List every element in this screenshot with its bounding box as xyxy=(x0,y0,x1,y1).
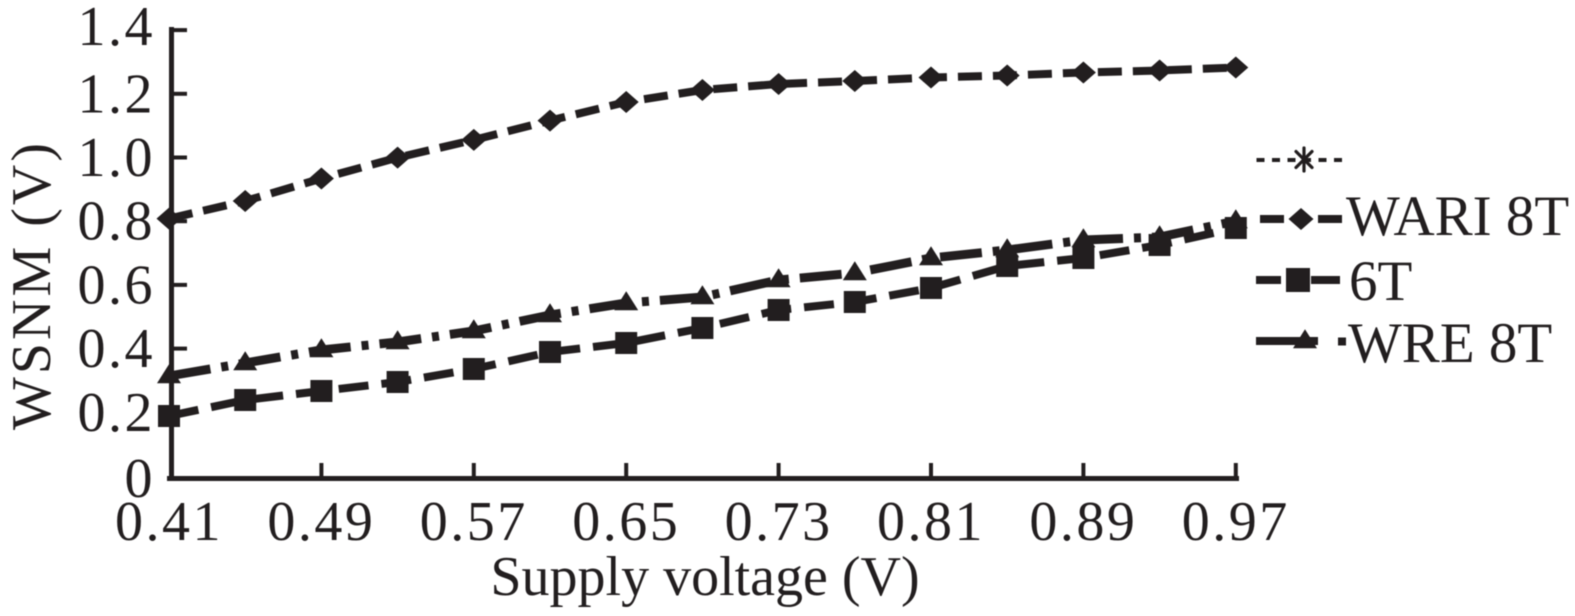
svg-text:0.6: 0.6 xyxy=(78,254,156,316)
svg-text:0.73: 0.73 xyxy=(725,491,833,553)
svg-text:0.81: 0.81 xyxy=(877,491,985,553)
svg-text:0.57: 0.57 xyxy=(420,491,528,553)
svg-text:0.89: 0.89 xyxy=(1029,491,1137,553)
svg-text:0.65: 0.65 xyxy=(572,491,680,553)
svg-text:0: 0 xyxy=(125,448,156,510)
svg-text:WRE 8T: WRE 8T xyxy=(1348,312,1552,375)
svg-text:1.4: 1.4 xyxy=(78,0,156,58)
svg-text:1.2: 1.2 xyxy=(78,63,156,125)
svg-text:6T: 6T xyxy=(1349,250,1412,313)
svg-text:0.2: 0.2 xyxy=(78,382,156,444)
svg-text:WSNM (V): WSNM (V) xyxy=(1,140,63,430)
svg-text:WARI 8T: WARI 8T xyxy=(1346,185,1569,248)
svg-text:0.49: 0.49 xyxy=(267,491,375,553)
svg-text:Supply voltage (V): Supply voltage (V) xyxy=(490,546,919,608)
svg-text:0.41: 0.41 xyxy=(115,491,223,553)
svg-text:0.8: 0.8 xyxy=(78,191,156,253)
svg-text:0.4: 0.4 xyxy=(78,318,156,380)
svg-text:0.97: 0.97 xyxy=(1182,491,1290,553)
svg-text:1.0: 1.0 xyxy=(78,127,156,189)
